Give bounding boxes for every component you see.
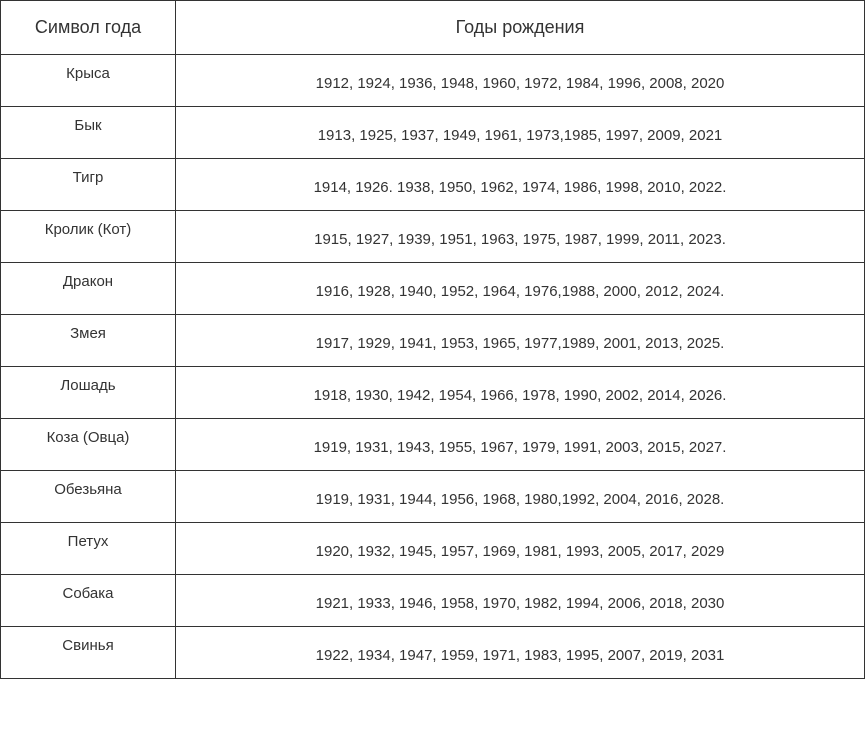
years-cell: 1913, 1925, 1937, 1949, 1961, 1973,1985,… — [176, 107, 865, 159]
header-symbol: Символ года — [1, 1, 176, 55]
symbol-cell: Лошадь — [1, 367, 176, 419]
symbol-cell: Обезьяна — [1, 471, 176, 523]
years-cell: 1912, 1924, 1936, 1948, 1960, 1972, 1984… — [176, 55, 865, 107]
header-years: Годы рождения — [176, 1, 865, 55]
table-row: Свинья 1922, 1934, 1947, 1959, 1971, 198… — [1, 627, 865, 679]
table-header-row: Символ года Годы рождения — [1, 1, 865, 55]
table-body: Крыса 1912, 1924, 1936, 1948, 1960, 1972… — [1, 55, 865, 679]
symbol-cell: Коза (Овца) — [1, 419, 176, 471]
table-row: Собака 1921, 1933, 1946, 1958, 1970, 198… — [1, 575, 865, 627]
years-cell: 1919, 1931, 1943, 1955, 1967, 1979, 1991… — [176, 419, 865, 471]
table-row: Кролик (Кот) 1915, 1927, 1939, 1951, 196… — [1, 211, 865, 263]
symbol-cell: Петух — [1, 523, 176, 575]
symbol-cell: Бык — [1, 107, 176, 159]
table-row: Лошадь 1918, 1930, 1942, 1954, 1966, 197… — [1, 367, 865, 419]
symbol-cell: Тигр — [1, 159, 176, 211]
table-row: Тигр 1914, 1926. 1938, 1950, 1962, 1974,… — [1, 159, 865, 211]
years-cell: 1917, 1929, 1941, 1953, 1965, 1977,1989,… — [176, 315, 865, 367]
years-cell: 1919, 1931, 1944, 1956, 1968, 1980,1992,… — [176, 471, 865, 523]
years-cell: 1914, 1926. 1938, 1950, 1962, 1974, 1986… — [176, 159, 865, 211]
symbol-cell: Крыса — [1, 55, 176, 107]
table-row: Крыса 1912, 1924, 1936, 1948, 1960, 1972… — [1, 55, 865, 107]
years-cell: 1916, 1928, 1940, 1952, 1964, 1976,1988,… — [176, 263, 865, 315]
table-row: Змея 1917, 1929, 1941, 1953, 1965, 1977,… — [1, 315, 865, 367]
symbol-cell: Свинья — [1, 627, 176, 679]
symbol-cell: Змея — [1, 315, 176, 367]
years-cell: 1920, 1932, 1945, 1957, 1969, 1981, 1993… — [176, 523, 865, 575]
table-row: Бык 1913, 1925, 1937, 1949, 1961, 1973,1… — [1, 107, 865, 159]
years-cell: 1915, 1927, 1939, 1951, 1963, 1975, 1987… — [176, 211, 865, 263]
table-row: Дракон 1916, 1928, 1940, 1952, 1964, 197… — [1, 263, 865, 315]
table-row: Обезьяна 1919, 1931, 1944, 1956, 1968, 1… — [1, 471, 865, 523]
table-row: Коза (Овца) 1919, 1931, 1943, 1955, 1967… — [1, 419, 865, 471]
symbol-cell: Дракон — [1, 263, 176, 315]
table-row: Петух 1920, 1932, 1945, 1957, 1969, 1981… — [1, 523, 865, 575]
years-cell: 1918, 1930, 1942, 1954, 1966, 1978, 1990… — [176, 367, 865, 419]
symbol-cell: Собака — [1, 575, 176, 627]
years-cell: 1921, 1933, 1946, 1958, 1970, 1982, 1994… — [176, 575, 865, 627]
symbol-cell: Кролик (Кот) — [1, 211, 176, 263]
years-cell: 1922, 1934, 1947, 1959, 1971, 1983, 1995… — [176, 627, 865, 679]
zodiac-table: Символ года Годы рождения Крыса 1912, 19… — [0, 0, 865, 679]
